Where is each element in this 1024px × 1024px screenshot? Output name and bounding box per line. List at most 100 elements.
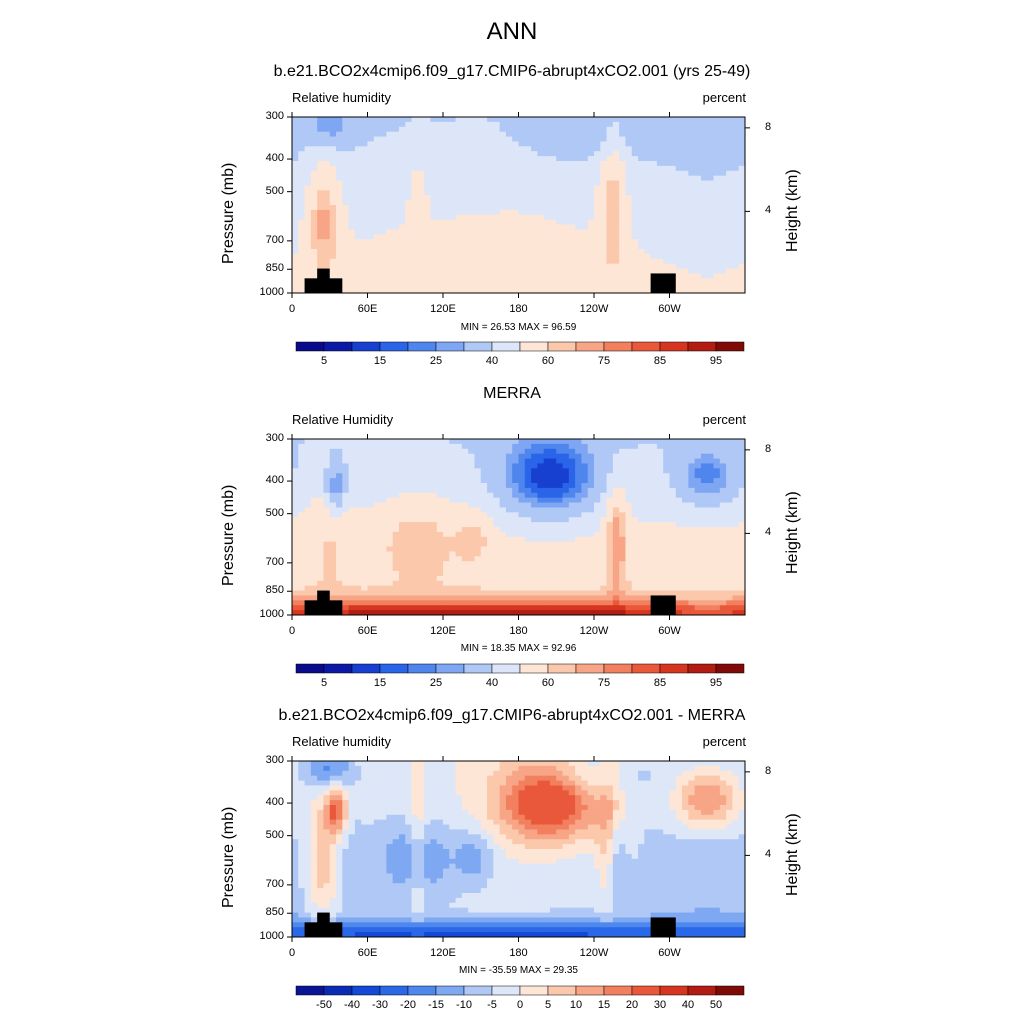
panel-1-cell	[474, 151, 482, 157]
panel-1-cell	[549, 151, 557, 157]
panel-2-cell	[612, 580, 620, 587]
panel-1-cell	[700, 156, 708, 162]
panel-1-cell	[531, 146, 538, 152]
panel-2-cell	[493, 575, 501, 582]
panel-1-cell	[518, 175, 526, 181]
panel-2-cell	[405, 453, 412, 459]
panel-2-cell	[436, 522, 444, 528]
panel-1-cell	[354, 219, 362, 225]
panel-2-cell	[531, 571, 538, 577]
panel-1-cell	[531, 126, 538, 133]
panel-1-cell	[726, 234, 733, 240]
panel-2-cell	[587, 575, 595, 582]
panel-1-cell	[323, 185, 331, 191]
panel-2-cell	[424, 561, 431, 567]
panel-1-cell	[650, 263, 658, 269]
panel-1-cell	[524, 268, 532, 274]
panel-1-cell	[556, 268, 563, 274]
panel-1-cell	[631, 190, 639, 196]
panel-2-cell	[380, 497, 387, 503]
panel-2-cell	[682, 527, 689, 533]
panel-1-cell	[612, 224, 620, 230]
panel-2-cell	[348, 439, 356, 445]
panel-2-cell	[669, 556, 677, 562]
panel-1-cell	[392, 121, 400, 128]
panel-2-cell	[430, 566, 438, 572]
panel-2-cell	[468, 541, 475, 547]
panel-2-cell	[329, 575, 337, 582]
panel-1-cell	[304, 239, 312, 245]
panel-2-cell	[600, 551, 607, 557]
panel-2-cell	[524, 536, 532, 543]
panel-1-cell	[329, 151, 337, 157]
panel-2-cell	[600, 443, 607, 450]
panel-2-cell	[524, 610, 532, 616]
panel-1-cell	[468, 161, 475, 167]
panel-2-cell	[405, 522, 412, 528]
panel-2-cell	[354, 551, 362, 557]
panel-2-cell	[342, 605, 350, 611]
panel-2-cell	[700, 478, 708, 484]
panel-1-cell	[700, 185, 708, 191]
panel-1-cell	[581, 219, 589, 225]
panel-2-cell	[298, 439, 305, 445]
panel-2-cell	[367, 571, 375, 577]
panel-1-cell	[430, 117, 438, 123]
panel-1-cell	[682, 239, 689, 245]
panel-2-cell	[380, 502, 387, 508]
panel-1-cell	[732, 195, 740, 201]
panel-1-cell	[713, 121, 721, 128]
panel-1-cell	[304, 195, 312, 201]
panel-1-cell	[606, 185, 614, 191]
panel-1-cell	[606, 141, 614, 147]
panel-2-cell	[682, 575, 689, 582]
panel-2-cell	[386, 487, 394, 494]
panel-1-cell	[568, 263, 576, 269]
panel-1-cell	[581, 121, 589, 128]
panel-2-cell	[480, 439, 488, 445]
panel-2-cell	[367, 502, 375, 508]
panel-1-cell	[505, 180, 513, 186]
panel-2-cell	[449, 512, 456, 518]
panel-1-cell	[726, 170, 733, 177]
panel-2-cell	[468, 571, 475, 577]
panel-1-cell	[575, 249, 582, 255]
panel-2-cell	[587, 443, 595, 450]
panel-2-cell	[575, 468, 582, 474]
panel-2-cell	[531, 610, 538, 616]
panel-2-cell	[342, 512, 350, 518]
panel-2-cell	[430, 527, 438, 533]
panel-2-cell	[348, 478, 356, 484]
panel-1-cell	[512, 180, 519, 186]
panel-2-cell	[455, 439, 463, 445]
panel-1-cell	[619, 156, 626, 162]
panel-1-cell	[726, 214, 733, 221]
panel-2-cell	[518, 492, 526, 499]
panel-2-cell	[405, 571, 412, 577]
panel-1-cell	[650, 175, 658, 181]
panel-2-cell	[398, 541, 406, 547]
panel-1-cell	[310, 229, 318, 235]
panel-2-cell	[323, 517, 331, 523]
panel-2-cell	[373, 458, 381, 464]
panel-2-cell	[487, 507, 494, 513]
panel-1-cell	[594, 253, 601, 260]
panel-1-cell	[638, 180, 645, 186]
panel-1-cell	[575, 239, 582, 245]
panel-2-cell	[562, 571, 570, 577]
panel-1-cell	[700, 165, 708, 172]
panel-1-cell	[336, 234, 343, 240]
panel-2-cell	[386, 463, 394, 469]
panel-2-cell	[631, 546, 639, 552]
panel-1-cell	[537, 131, 545, 137]
panel-1-cell	[417, 180, 425, 186]
panel-1-cell	[732, 146, 740, 152]
panel-1-cell	[386, 205, 394, 211]
panel-2-cell	[424, 566, 431, 572]
panel-1-cell	[392, 258, 400, 265]
panel-2-cell	[354, 443, 362, 450]
panel-1-cell	[449, 121, 456, 128]
panel-1-cell	[575, 263, 582, 269]
panel-2-cell	[606, 487, 614, 494]
panel-1-cell	[468, 175, 475, 181]
